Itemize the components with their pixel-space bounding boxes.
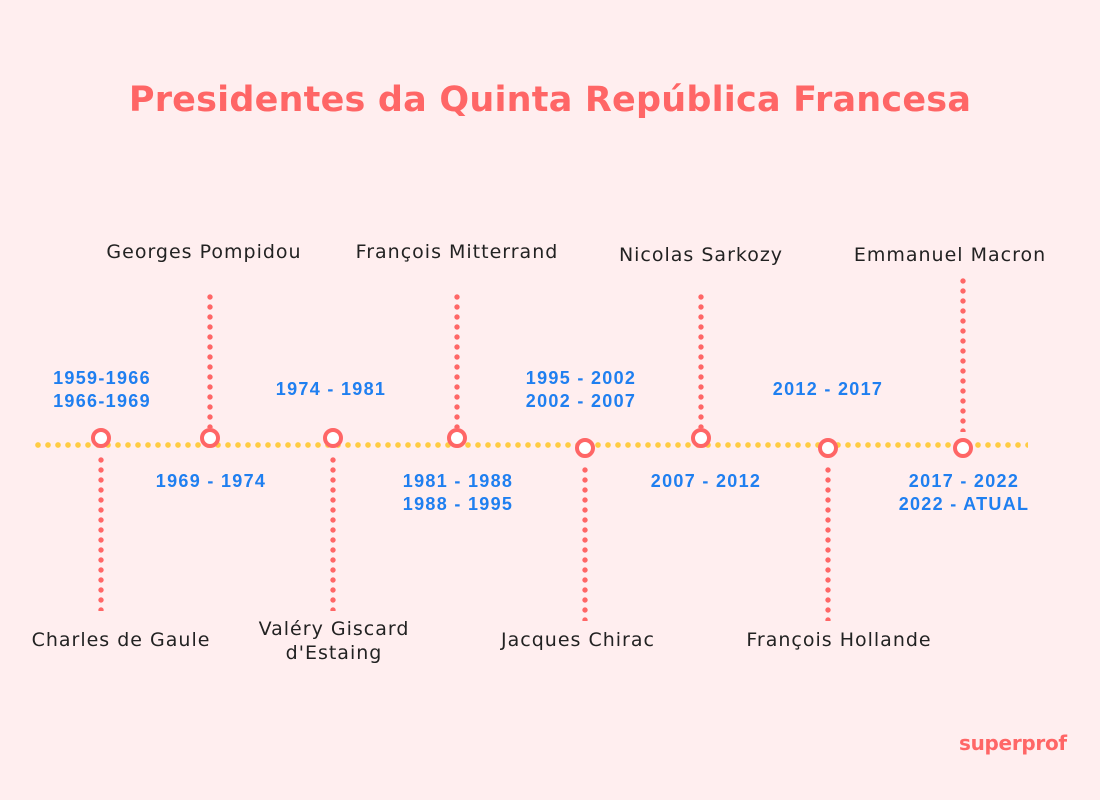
connector-line-hollande [825, 465, 831, 621]
timeline-node-pompidou [200, 428, 220, 448]
term: 1974 - 1981 [275, 379, 387, 399]
timeline-node-de-gaulle [91, 428, 111, 448]
years-pompidou: 1969 - 1974 [156, 470, 266, 493]
years-hollande: 2012 - 2017 [773, 378, 883, 401]
connector-line-mitterrand [454, 292, 460, 428]
term: 1995 - 2002 [525, 368, 637, 388]
term: 2007 - 2012 [650, 471, 762, 491]
timeline-node-mitterrand [447, 428, 467, 448]
years-chirac: 1995 - 2002 2002 - 2007 [526, 367, 636, 413]
timeline-node-sarkozy [691, 428, 711, 448]
years-macron: 2017 - 2022 2022 - ATUAL [899, 470, 1030, 516]
connector-line-macron [960, 276, 966, 432]
term: 2012 - 2017 [772, 379, 884, 399]
connector-line-de-gaulle [98, 455, 104, 611]
term: 1981 - 1988 [402, 471, 514, 491]
term: 1966-1969 [53, 391, 151, 411]
years-mitterrand: 1981 - 1988 1988 - 1995 [403, 470, 513, 516]
president-name-chirac: Jacques Chirac [501, 629, 655, 651]
president-name-giscard: Valéry Giscard d'Estaing [259, 617, 410, 665]
years-giscard: 1974 - 1981 [276, 378, 386, 401]
timeline-axis [33, 442, 1028, 448]
president-name-mitterrand: François Mitterrand [355, 241, 559, 263]
term: 1969 - 1974 [155, 471, 267, 491]
name-line: Valéry Giscard [258, 618, 410, 640]
term: 2022 - ATUAL [898, 494, 1030, 514]
page-title: Presidentes da Quinta República Francesa [128, 80, 972, 120]
president-name-de-gaulle: Charles de Gaule [31, 629, 211, 651]
term: 2017 - 2022 [908, 471, 1020, 491]
connector-line-giscard [330, 455, 336, 611]
timeline-node-hollande [818, 438, 838, 458]
connector-line-chirac [582, 465, 588, 621]
term: 2002 - 2007 [525, 391, 637, 411]
timeline-node-macron [953, 438, 973, 458]
president-name-sarkozy: Nicolas Sarkozy [618, 244, 784, 266]
timeline-node-giscard [323, 428, 343, 448]
name-line: d'Estaing [285, 642, 383, 664]
years-sarkozy: 2007 - 2012 [651, 470, 761, 493]
years-de-gaulle: 1959-1966 1966-1969 [53, 367, 151, 413]
president-name-pompidou: Georges Pompidou [106, 241, 302, 263]
term: 1959-1966 [53, 368, 151, 388]
term: 1988 - 1995 [402, 494, 514, 514]
connector-line-sarkozy [698, 292, 704, 428]
brand-logo: superprof [959, 731, 1067, 755]
president-name-hollande: François Hollande [746, 629, 932, 651]
president-name-macron: Emmanuel Macron [853, 244, 1047, 266]
timeline-node-chirac [575, 438, 595, 458]
connector-line-pompidou [207, 292, 213, 428]
